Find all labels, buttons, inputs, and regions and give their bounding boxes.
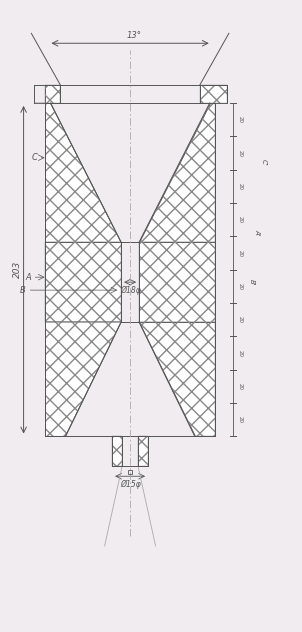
Text: 203: 203 [13,261,22,278]
Text: 20: 20 [238,116,243,123]
Text: Ø15φ: Ø15φ [121,480,141,489]
Polygon shape [139,242,215,322]
Polygon shape [139,322,215,437]
Text: A': A' [255,229,261,236]
Text: 20: 20 [238,383,243,390]
Polygon shape [46,322,121,437]
Text: C: C [32,153,37,162]
Polygon shape [34,85,60,103]
Text: 20: 20 [238,316,243,323]
Text: B: B [20,286,26,295]
Text: 20: 20 [238,349,243,356]
Polygon shape [46,242,121,322]
Polygon shape [139,103,215,242]
Text: 20: 20 [238,216,243,223]
Text: 20: 20 [238,283,243,290]
Text: B': B' [249,279,255,286]
Text: 20: 20 [238,416,243,423]
Polygon shape [138,437,148,466]
Polygon shape [112,437,122,466]
Polygon shape [200,85,226,103]
Text: 20: 20 [238,183,243,190]
Text: 13°: 13° [127,31,142,40]
Bar [128,470,132,474]
Text: 20: 20 [238,150,243,157]
Text: Ø18φ: Ø18φ [121,286,141,295]
Polygon shape [46,103,121,242]
Text: A: A [26,272,31,282]
Text: C': C' [261,159,266,166]
Text: 20: 20 [238,250,243,257]
